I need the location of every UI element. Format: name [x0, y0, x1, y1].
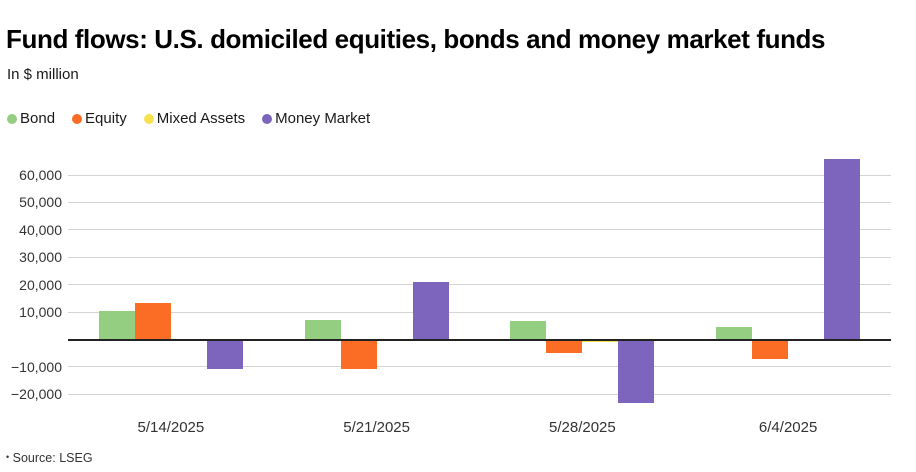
- gridline: [68, 256, 891, 258]
- source-note: • Source: LSEG: [6, 451, 93, 465]
- source-text: Source: LSEG: [12, 451, 93, 465]
- bond-legend-dot-icon: [7, 113, 17, 124]
- y-tick-label: 20,000: [19, 276, 62, 293]
- x-tick-label: 5/21/2025: [343, 419, 410, 436]
- legend-item-equity: Equity: [72, 110, 127, 127]
- gridline: [68, 284, 891, 286]
- y-tick-label: 50,000: [19, 194, 62, 211]
- gridline: [68, 366, 891, 368]
- y-tick-label: −10,000: [11, 358, 62, 375]
- legend-label: Mixed Assets: [156, 110, 246, 127]
- legend-label: Money Market: [275, 110, 371, 127]
- bar-bond-1: [304, 320, 341, 340]
- bar-equity-0: [134, 302, 171, 340]
- bar-money-market-1: [412, 282, 449, 340]
- y-tick-label: 30,000: [19, 249, 62, 266]
- gridline: [68, 393, 891, 395]
- bar-money-market-3: [824, 159, 861, 340]
- y-tick-label: −20,000: [11, 386, 62, 403]
- bar-bond-2: [510, 320, 547, 340]
- gridline: [68, 174, 891, 176]
- chart-subtitle: In $ million: [7, 66, 79, 83]
- x-tick-label: 5/28/2025: [549, 419, 616, 436]
- money-market-legend-dot-icon: [262, 113, 273, 124]
- bar-money-market-2: [618, 339, 655, 404]
- bar-equity-3: [752, 339, 789, 360]
- bar-money-market-0: [206, 339, 243, 369]
- legend: Bond Equity Mixed Assets Money Market: [7, 110, 370, 127]
- page-title: Fund flows: U.S. domiciled equities, bon…: [6, 24, 826, 54]
- gridline: [68, 229, 891, 231]
- bullet-icon: •: [6, 452, 10, 462]
- mixed-assets-legend-dot-icon: [143, 113, 154, 124]
- y-tick-label: 10,000: [19, 304, 62, 321]
- y-tick-label: 40,000: [19, 221, 62, 238]
- bar-equity-1: [340, 339, 377, 370]
- legend-label: Equity: [85, 110, 127, 127]
- legend-item-mixed-assets: Mixed Assets: [143, 110, 246, 127]
- bar-bond-0: [98, 311, 135, 340]
- x-tick-label: 5/14/2025: [137, 419, 205, 436]
- y-tick-label: 60,000: [19, 167, 62, 184]
- bar-mixed-assets-2: [582, 339, 619, 342]
- zero-axis-line: [68, 338, 891, 341]
- bar-equity-2: [546, 339, 583, 354]
- gridline: [68, 201, 891, 203]
- gridline: [68, 311, 891, 313]
- bar-bond-3: [716, 326, 753, 340]
- equity-legend-dot-icon: [72, 113, 83, 124]
- legend-item-bond: Bond: [7, 110, 55, 127]
- legend-item-money-market: Money Market: [262, 110, 370, 127]
- legend-label: Bond: [20, 110, 56, 127]
- x-tick-label: 6/4/2025: [758, 419, 818, 436]
